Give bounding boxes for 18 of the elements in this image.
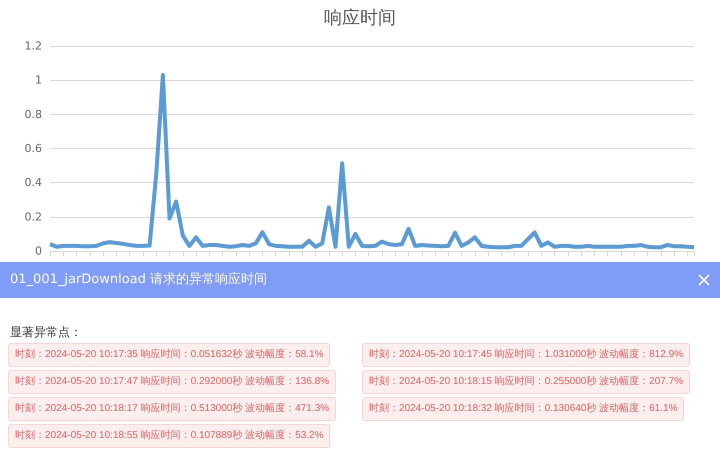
text: 显著异常点： — [10, 324, 82, 341]
y-tick-label: 0 — [35, 244, 42, 258]
text: 时刻：2024-05-20 10:17:47 响应时间：0.292000秒 波动幅度：136.8% — [8, 370, 336, 394]
text: 时刻：2024-05-20 10:18:15 响应时间：0.255000秒 波动幅度：207.7% — [362, 370, 690, 394]
y-tick-label: 1.2 — [24, 40, 42, 52]
y-tick-label: 0.6 — [24, 142, 42, 155]
y-tick-label: 1 — [35, 74, 42, 87]
text: 时刻：2024-05-20 10:18:32 响应时间：0.130640秒 波动幅度：61.1% — [362, 397, 684, 421]
text: 时刻：2024-05-20 10:18:55 响应时间：0.107889秒 波动幅度：53.2% — [8, 424, 330, 448]
y-tick-label: 0.4 — [24, 176, 42, 190]
text: 时刻：2024-05-20 10:18:17 响应时间：0.513000秒 波动幅度：471.3% — [8, 397, 336, 421]
y-tick-label: 0.8 — [24, 108, 42, 121]
text: 01_001_jarDownload 请求的异常响应时间 — [10, 272, 268, 287]
chart-title: 响应时间 — [324, 8, 396, 28]
line-series — [48, 73, 696, 250]
y-tick-label: 0.2 — [24, 210, 42, 224]
text: 时刻：2024-05-20 10:17:45 响应时间：1.031000秒 波动幅度：812.9% — [362, 343, 690, 367]
text: 时刻：2024-05-20 10:17:35 响应时间：0.051632秒 波动幅度：58.1% — [8, 343, 330, 367]
